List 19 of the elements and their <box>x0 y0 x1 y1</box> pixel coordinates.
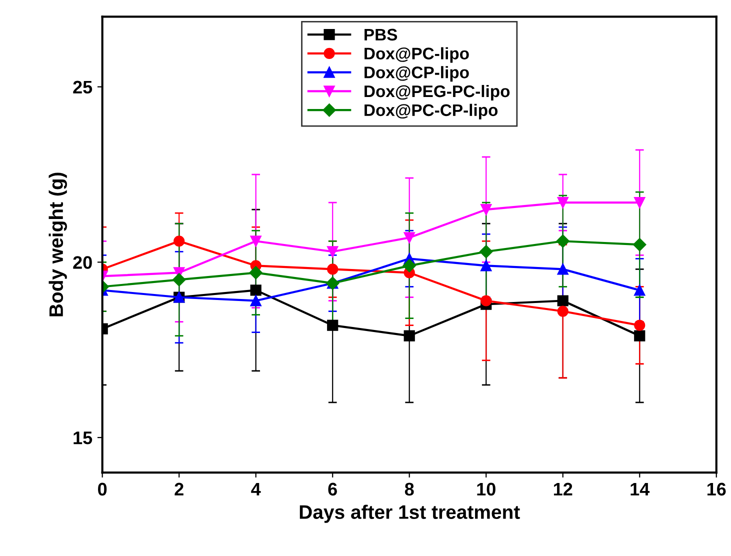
x-tick-label: 0 <box>98 482 107 496</box>
x-tick-label: 10 <box>477 482 496 496</box>
x-tick-label: 4 <box>251 482 261 496</box>
x-tick-label: 8 <box>404 482 414 496</box>
x-tick-label: 12 <box>554 482 572 496</box>
x-tick-label: 16 <box>707 482 726 496</box>
y-tick-label: 25 <box>73 80 92 94</box>
x-tick-label: 2 <box>174 482 184 496</box>
y-tick-label: 15 <box>74 432 92 444</box>
x-axis-title: Days after 1st treatment <box>300 504 520 523</box>
x-tick-label: 6 <box>328 482 337 496</box>
legend-label: Dox@PC-lipo <box>364 47 469 63</box>
x-tick-label: 14 <box>630 482 650 496</box>
legend-label: Dox@CP-lipo <box>364 66 469 82</box>
legend-label: Dox@PC-CP-lipo <box>364 104 498 120</box>
legend-label: PBS <box>364 28 398 41</box>
y-axis-title: Body weight (g) <box>48 172 67 316</box>
y-tick-label: 20 <box>73 256 92 269</box>
legend-label: Dox@PEG-PC-lipo <box>364 84 510 100</box>
